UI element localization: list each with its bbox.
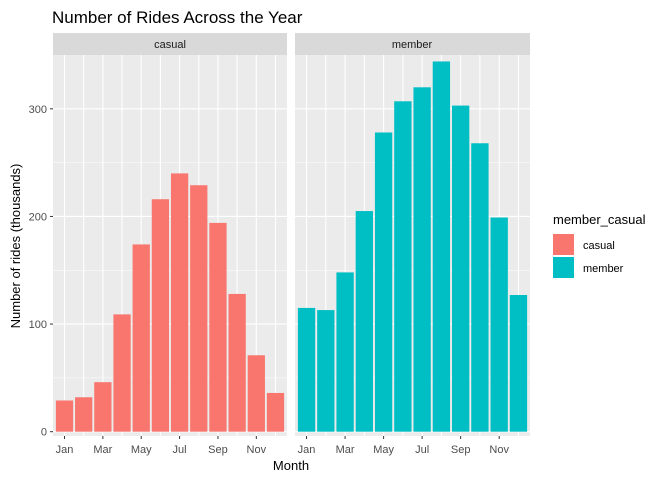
bar-casual-nov — [247, 355, 265, 432]
bar-casual-aug — [190, 185, 208, 432]
bar-casual-feb — [75, 397, 93, 432]
x-tick-label: May — [373, 444, 394, 456]
x-tick-label: May — [131, 444, 152, 456]
bar-casual-jun — [151, 199, 170, 432]
bar-member-apr — [355, 211, 374, 432]
bar-casual-apr — [113, 314, 131, 432]
bar-casual-jul — [170, 173, 189, 432]
bar-casual-may — [132, 244, 150, 432]
legend-key-casual — [553, 234, 574, 255]
x-tick-label: Sep — [208, 444, 228, 456]
bar-casual-jan — [55, 400, 74, 432]
y-tick-label: 0 — [41, 427, 47, 439]
legend-key-member — [553, 257, 574, 278]
strip-member — [295, 33, 530, 55]
x-tick-label: Nov — [489, 444, 509, 456]
legend-label-casual: casual — [583, 240, 615, 252]
bar-casual-oct — [228, 293, 246, 432]
bar-member-aug — [432, 61, 451, 432]
x-tick-label: Sep — [451, 444, 471, 456]
bar-member-may — [374, 132, 393, 432]
x-tick-label: Jan — [298, 444, 316, 456]
bar-member-nov — [490, 217, 508, 432]
x-tick-label: Jul — [415, 444, 429, 456]
bars-member — [297, 61, 528, 432]
legend-label-member: member — [583, 263, 624, 275]
bar-casual-sep — [209, 222, 227, 432]
bar-member-jul — [413, 87, 431, 432]
x-tick-label: Nov — [247, 444, 267, 456]
bar-member-sep — [451, 105, 470, 432]
bar-casual-dec — [266, 392, 285, 432]
bars-casual — [55, 173, 285, 432]
bar-member-dec — [509, 295, 528, 432]
y-tick-label: 300 — [29, 104, 47, 116]
bar-member-mar — [336, 272, 354, 432]
bar-member-oct — [471, 143, 489, 432]
y-tick-label: 100 — [29, 319, 47, 331]
x-tick-label: Jul — [173, 444, 187, 456]
x-tick-label: Mar — [336, 444, 355, 456]
bar-member-feb — [317, 310, 335, 432]
y-axis: 0 100 200 300 — [29, 104, 53, 439]
legend-title: member_casual — [553, 212, 646, 227]
strip-casual — [53, 33, 287, 55]
chart-title: Number of Rides Across the Year — [52, 8, 303, 27]
strip-label-member: member — [392, 39, 433, 51]
bar-member-jan — [297, 307, 316, 432]
strip-label-casual: casual — [154, 39, 186, 51]
x-axis: Jan Mar May Jul Sep Nov Jan Mar May Jul Sep Nov — [56, 436, 509, 456]
bar-member-jun — [394, 101, 412, 432]
bar-casual-mar — [94, 382, 112, 432]
y-tick-label: 200 — [29, 211, 47, 223]
x-tick-label: Jan — [56, 444, 74, 456]
x-tick-label: Mar — [93, 444, 112, 456]
x-axis-title: Month — [273, 458, 309, 473]
y-axis-title: Number of rides (thousands) — [8, 164, 23, 329]
